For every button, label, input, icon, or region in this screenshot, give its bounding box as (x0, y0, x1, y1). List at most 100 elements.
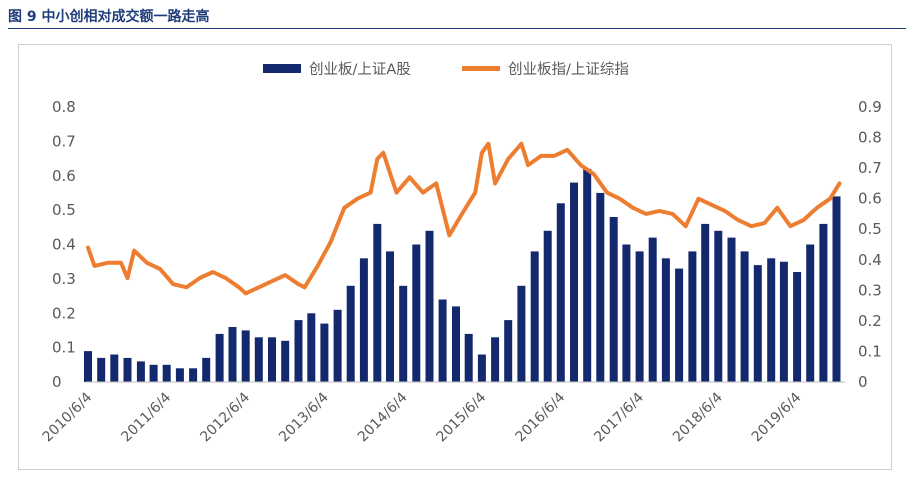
bar-8 (189, 368, 198, 383)
bar-47 (701, 223, 710, 382)
bar-7 (175, 368, 184, 383)
legend-bar-label: 创业板/上证A股 (309, 60, 411, 78)
x-tick-1: 2011/6/4 (118, 389, 174, 445)
x-tick-5: 2015/6/4 (434, 389, 490, 445)
line-point-57 (763, 222, 766, 224)
line-point-27 (395, 191, 398, 194)
line-point-11 (212, 271, 214, 273)
legend-line-label: 创业板指/上证综指 (508, 60, 629, 78)
bar-9 (202, 357, 211, 382)
line-point-39 (527, 164, 529, 166)
line-point-19 (303, 286, 306, 289)
bar-54 (793, 272, 802, 382)
line-point-36 (494, 182, 496, 185)
x-tick-6: 2016/6/4 (513, 389, 569, 445)
line-point-58 (776, 207, 778, 209)
line-point-46 (618, 197, 621, 200)
line-point-31 (448, 234, 451, 237)
line-point-24 (369, 191, 372, 194)
y-left-tick-4: 0.4 (52, 236, 76, 254)
bar-10 (215, 333, 224, 382)
line-point-59 (789, 225, 792, 227)
line-point-10 (198, 277, 201, 279)
y-right-tick-0: 0 (858, 373, 868, 391)
bar-14 (268, 337, 276, 382)
line-point-53 (710, 204, 713, 206)
line-point-6 (146, 262, 148, 264)
bar-16 (294, 320, 303, 382)
bar-33 (517, 285, 526, 383)
y-left-tick-6: 0.6 (52, 167, 76, 185)
y-left-tick-8: 0.8 (52, 98, 76, 116)
title-divider (8, 28, 906, 29)
bar-38 (583, 168, 592, 382)
bar-46 (688, 251, 697, 382)
line-point-23 (356, 197, 359, 200)
bar-45 (675, 268, 684, 382)
bar-0 (84, 351, 92, 382)
line-point-4 (126, 277, 129, 279)
bar-35 (543, 230, 552, 382)
bar-56 (819, 223, 828, 382)
y-right-tick-9: 0.9 (858, 98, 882, 116)
bar-48 (714, 230, 723, 382)
bar-39 (596, 192, 605, 382)
chart-frame (18, 44, 892, 470)
bar-31 (491, 337, 500, 382)
bar-30 (477, 354, 486, 382)
bar-15 (281, 340, 290, 383)
x-tick-9: 2019/6/4 (749, 389, 805, 445)
bar-41 (622, 244, 631, 382)
line-point-12 (225, 277, 227, 279)
bar-53 (779, 261, 788, 382)
bar-6 (162, 364, 171, 382)
x-axis-ticks: 2010/6/4 2011/6/4 2012/6/4 2013/6/4 2014/6/4… (40, 389, 805, 445)
line-point-40 (540, 155, 542, 157)
line-point-9 (185, 286, 188, 289)
line-point-1 (93, 265, 96, 267)
line-point-47 (632, 207, 634, 209)
y-left-tick-3: 0.3 (52, 270, 76, 288)
line-series (86, 141, 842, 296)
line-point-44 (593, 173, 595, 175)
line-point-0 (87, 246, 89, 249)
y-left-tick-7: 0.7 (52, 132, 76, 150)
bar-5 (149, 364, 158, 382)
line-point-43 (579, 164, 582, 166)
bar-series (84, 168, 841, 383)
bar-52 (767, 258, 776, 383)
line-point-63 (838, 182, 841, 185)
x-tick-0: 2010/6/4 (40, 389, 96, 445)
line-point-26 (382, 152, 385, 154)
figure-title: 图 9 中小创相对成交额一路走高 (8, 9, 210, 25)
line-point-45 (606, 191, 608, 194)
y-axis-right: 0 0.1 0.2 0.3 0.4 0.5 0.6 0.7 0.8 0.9 (858, 98, 882, 391)
line-point-52 (697, 197, 700, 200)
bar-43 (648, 237, 657, 382)
y-axis-left: 0 0.1 0.2 0.3 0.4 0.5 0.6 0.7 0.8 (52, 98, 76, 391)
bar-20 (346, 285, 355, 383)
y-left-tick-0: 0 (52, 373, 62, 391)
line-point-15 (258, 286, 260, 289)
x-tick-3: 2013/6/4 (276, 389, 332, 445)
bar-11 (228, 327, 237, 382)
bar-18 (320, 323, 329, 382)
bar-34 (530, 251, 539, 382)
line-point-34 (481, 152, 483, 154)
line-point-60 (802, 219, 805, 221)
x-tick-2: 2012/6/4 (197, 389, 253, 445)
line-point-14 (244, 292, 247, 295)
x-tick-8: 2018/6/4 (670, 389, 726, 445)
line-point-54 (724, 210, 726, 212)
bar-49 (727, 237, 736, 382)
bar-12 (241, 330, 250, 382)
bar-55 (806, 244, 815, 382)
line-point-8 (172, 283, 174, 286)
line-point-13 (238, 286, 240, 289)
line-point-25 (376, 158, 379, 160)
bar-57 (832, 196, 841, 382)
line-point-55 (737, 219, 739, 221)
line-point-30 (435, 182, 438, 185)
y-right-tick-7: 0.7 (858, 159, 882, 177)
